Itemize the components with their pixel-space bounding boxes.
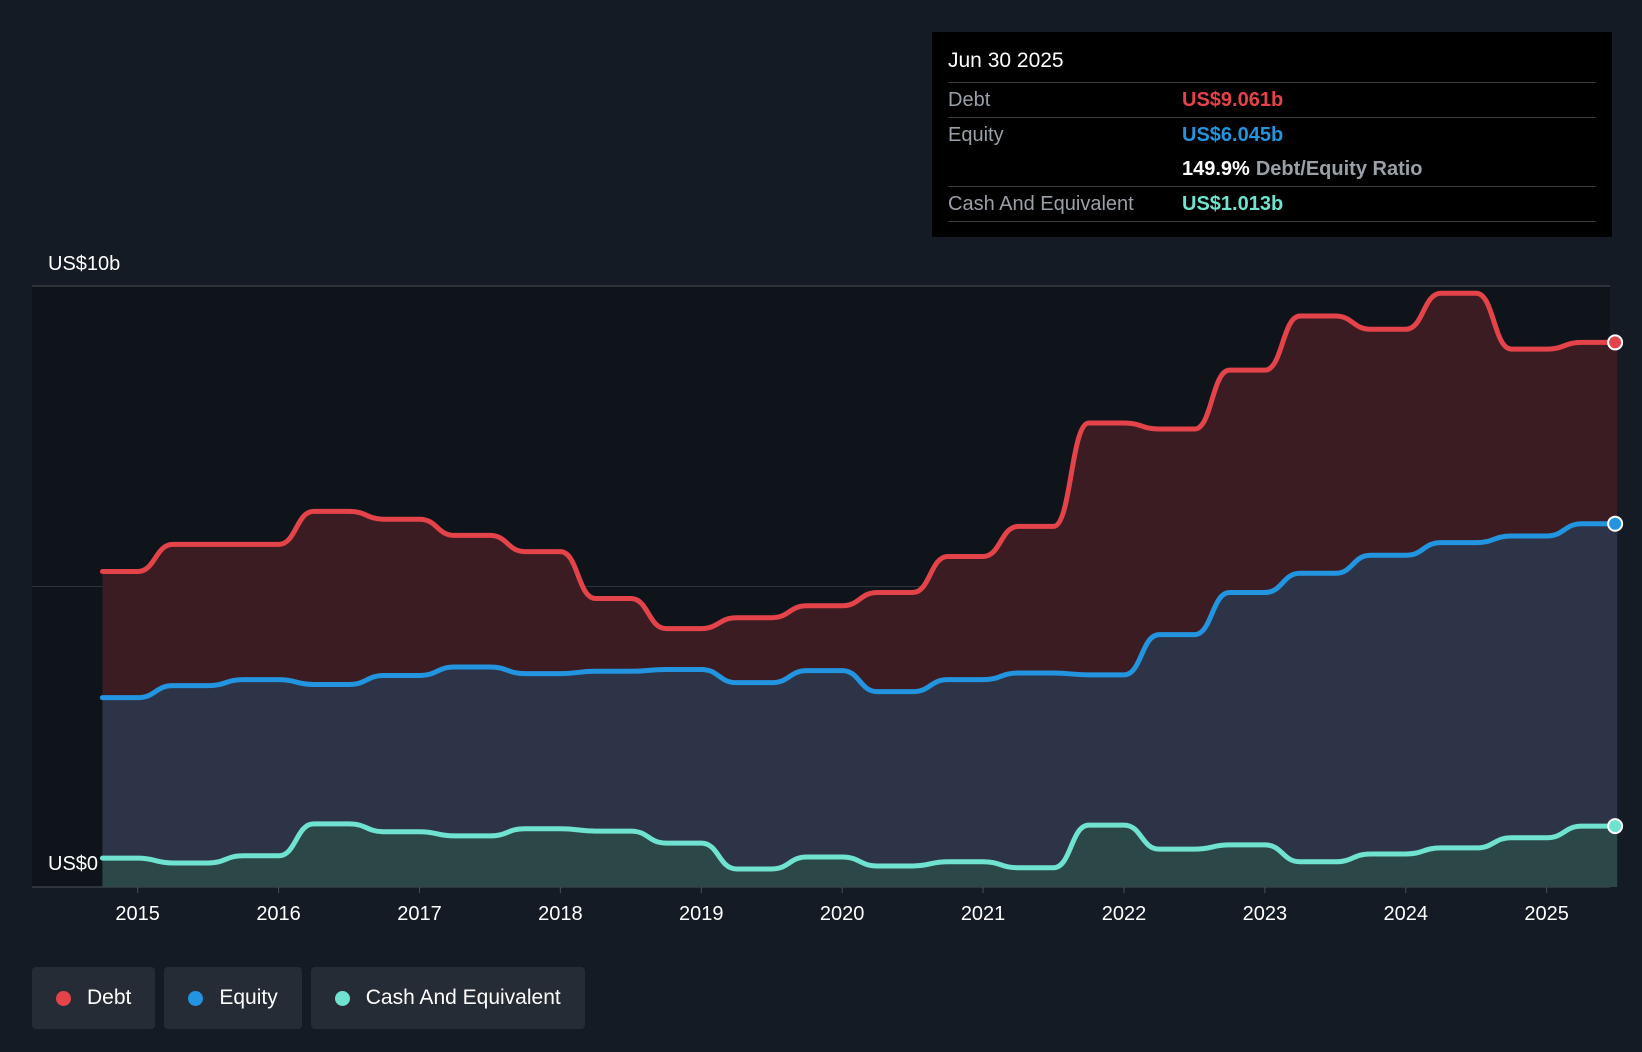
tooltip-ratio-value: 149.9% — [1182, 158, 1250, 180]
x-tick-label-2017: 2017 — [397, 903, 442, 925]
tooltip-debt-label: Debt — [948, 89, 991, 111]
tooltip-cash-label: Cash And Equivalent — [948, 193, 1134, 215]
equity-dot-icon — [188, 990, 204, 1006]
cash-endpoint-marker[interactable] — [1607, 818, 1624, 835]
debt-line[interactable] — [99, 290, 1620, 632]
x-tick-label-2022: 2022 — [1102, 903, 1147, 925]
equity-endpoint-marker[interactable] — [1607, 515, 1624, 532]
x-tick-label-2021: 2021 — [961, 903, 1006, 925]
cash-dot-icon — [334, 990, 350, 1006]
equity-area — [102, 523, 1618, 887]
legend-item-equity[interactable]: Equity — [164, 967, 302, 1029]
tooltip-equity-label: Equity — [948, 124, 1004, 146]
x-tick-label-2020: 2020 — [820, 903, 865, 925]
tooltip-cash-value: US$1.013b — [1182, 193, 1284, 215]
y-axis-label-top: US$10b — [48, 253, 120, 275]
x-tick-label-2023: 2023 — [1243, 903, 1288, 925]
tooltip-ratio-row: 149.9% Debt/Equity Ratio — [948, 152, 1596, 187]
data-tooltip: Jun 30 2025 Debt US$9.061b Equity US$6.0… — [932, 32, 1612, 237]
x-tick-label-2016: 2016 — [256, 903, 301, 925]
x-tick-label-2018: 2018 — [538, 903, 583, 925]
legend-debt-label: Debt — [87, 986, 132, 1009]
tooltip-cash-row: Cash And Equivalent US$1.013b — [948, 187, 1596, 222]
debt-dot-icon — [56, 990, 71, 1006]
x-tick-label-2019: 2019 — [679, 903, 724, 925]
tooltip-ratio-label: Debt/Equity Ratio — [1255, 158, 1423, 180]
equity-line[interactable] — [99, 521, 1620, 701]
tooltip-equity-row: Equity US$6.045b — [948, 118, 1596, 152]
cash-area — [102, 823, 1618, 887]
legend-equity-label: Equity — [219, 986, 278, 1009]
legend-item-debt[interactable]: Debt — [32, 967, 156, 1029]
x-tick-label-2025: 2025 — [1524, 903, 1569, 925]
y-axis-label-bottom: US$0 — [48, 853, 98, 875]
debt-endpoint-marker[interactable] — [1607, 334, 1624, 351]
tooltip-date: Jun 30 2025 — [948, 46, 1596, 83]
cash-line[interactable] — [99, 821, 1620, 872]
chart-legend: Debt Equity Cash And Equivalent — [32, 967, 585, 1029]
tooltip-equity-value: US$6.045b — [1182, 124, 1284, 146]
tooltip-debt-row: Debt US$9.061b — [948, 83, 1596, 118]
x-tick-label-2015: 2015 — [115, 903, 160, 925]
x-axis-ticks: 2015 2016 2017 2018 2019 2020 2021 2022 2023 2024… — [115, 887, 1569, 925]
x-tick-label-2024: 2024 — [1384, 903, 1429, 925]
tooltip-debt-value: US$9.061b — [1182, 89, 1284, 111]
legend-item-cash[interactable]: Cash And Equivalent — [310, 967, 585, 1029]
legend-cash-label: Cash And Equivalent — [365, 986, 561, 1009]
